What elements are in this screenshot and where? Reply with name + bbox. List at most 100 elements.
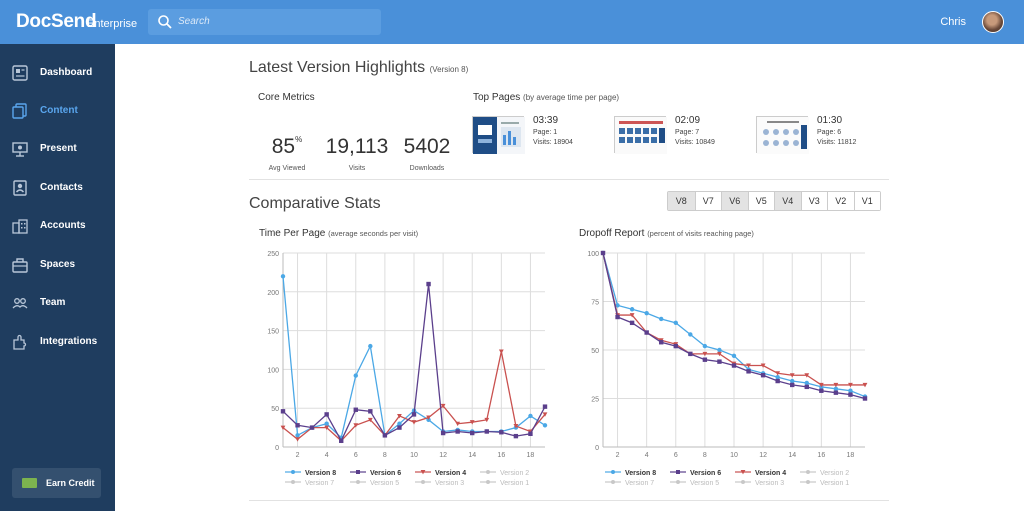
- x-tick-label: 10: [730, 452, 738, 459]
- legend-marker: [356, 480, 360, 484]
- legend-label: Version 5: [690, 480, 719, 487]
- legend-marker: [420, 470, 426, 475]
- x-tick-label: 4: [325, 452, 329, 459]
- page-thumbnail[interactable]: [756, 116, 809, 154]
- data-point: [367, 417, 373, 423]
- version-toggle-v3[interactable]: V3: [800, 192, 827, 210]
- data-point: [790, 382, 795, 388]
- metric-label: Avg Viewed: [268, 165, 306, 172]
- metric-value: 85: [271, 135, 296, 158]
- sidebar-item-present[interactable]: Present: [0, 134, 115, 164]
- logo[interactable]: DocSend: [16, 11, 97, 32]
- data-point: [833, 386, 839, 391]
- data-point: [848, 382, 853, 388]
- metric-avg-viewed: 85%: [262, 135, 312, 159]
- top-page-time: 03:39: [533, 115, 559, 126]
- data-point: [659, 340, 664, 345]
- chart-subtitle: (percent of visits reaching page): [647, 229, 754, 238]
- sidebar-item-label: Contacts: [40, 182, 83, 193]
- data-point: [615, 314, 620, 320]
- version-toggle-v8[interactable]: V8: [668, 192, 695, 210]
- top-page-number: Page: 1: [533, 129, 558, 136]
- data-point: [528, 413, 533, 419]
- avatar[interactable]: [982, 11, 1004, 33]
- data-point: [615, 303, 620, 308]
- version-toggle-v6[interactable]: V6: [721, 192, 748, 210]
- version-toggle-v4[interactable]: V4: [774, 192, 801, 210]
- top-page-info: Page: 7 Visits: 10849: [675, 128, 715, 148]
- sidebar-item-content[interactable]: Content: [0, 96, 115, 126]
- sidebar-item-accounts[interactable]: Accounts: [0, 211, 115, 241]
- earn-credit-button[interactable]: Earn Credit: [12, 468, 101, 498]
- data-point: [848, 392, 853, 397]
- dashboard-icon: [12, 65, 28, 81]
- data-point: [775, 378, 780, 384]
- data-point: [339, 438, 344, 443]
- sidebar-item-dashboard[interactable]: Dashboard: [0, 58, 115, 88]
- money-icon: [22, 478, 37, 488]
- data-point: [775, 374, 780, 380]
- version-toggle-v2[interactable]: V2: [827, 192, 854, 210]
- legend-marker: [676, 470, 680, 474]
- legend-label: Version 6: [370, 470, 401, 477]
- data-point: [353, 423, 359, 428]
- data-point: [542, 423, 548, 428]
- page-thumbnail-image: [757, 117, 809, 154]
- data-point: [688, 351, 693, 357]
- x-tick-label: 12: [439, 452, 447, 459]
- sidebar-item-label: Dashboard: [40, 67, 93, 78]
- highlights-heading: Latest Version Highlights (Version 8): [249, 59, 468, 77]
- legend-label: Version 5: [370, 480, 399, 487]
- logo-subtitle: Enterprise: [87, 18, 138, 30]
- data-point: [411, 420, 417, 425]
- data-point: [659, 316, 664, 322]
- data-point: [819, 388, 824, 393]
- chart-title: Time Per Page: [259, 228, 326, 239]
- data-point: [382, 433, 388, 438]
- version-toggle-v7[interactable]: V7: [694, 192, 721, 210]
- search-input[interactable]: Search: [148, 9, 381, 35]
- content-icon: [12, 103, 27, 119]
- legend-label: Version 7: [305, 480, 334, 487]
- metric-label: Downloads: [409, 165, 445, 172]
- data-point: [629, 307, 635, 312]
- sidebar-item-label: Present: [40, 143, 77, 154]
- y-tick-label: 75: [591, 300, 599, 307]
- legend-marker: [676, 480, 680, 484]
- version-toggle-v1[interactable]: V1: [853, 192, 880, 210]
- section-divider: [249, 179, 889, 180]
- data-point: [280, 274, 286, 279]
- sidebar-item-spaces[interactable]: Spaces: [0, 250, 115, 280]
- user-name[interactable]: Chris: [940, 16, 966, 28]
- bottom-divider: [249, 500, 889, 501]
- data-point: [746, 369, 751, 374]
- top-page-visits: Visits: 11812: [817, 139, 857, 146]
- top-bar: DocSend Enterprise Search Chris: [0, 0, 1024, 44]
- data-point: [760, 363, 766, 368]
- page-thumbnail[interactable]: [614, 116, 667, 154]
- top-page-visits: Visits: 18904: [533, 139, 573, 146]
- page-thumbnail[interactable]: [472, 116, 525, 154]
- data-point: [789, 373, 795, 378]
- version-toggle-v5[interactable]: V5: [747, 192, 774, 210]
- data-point: [731, 353, 737, 359]
- sidebar-item-integrations[interactable]: Integrations: [0, 327, 115, 357]
- legend-marker: [611, 480, 615, 484]
- sidebar-item-contacts[interactable]: Contacts: [0, 173, 115, 203]
- data-point: [513, 433, 519, 439]
- sidebar-item-team[interactable]: Team: [0, 288, 115, 318]
- top-pages-subtitle: (by average time per page): [523, 93, 620, 102]
- data-point: [353, 373, 358, 378]
- y-tick-label: 0: [275, 445, 279, 452]
- integrations-icon: [13, 334, 27, 350]
- time-per-page-heading: Time Per Page (average seconds per visit…: [259, 228, 418, 239]
- spaces-icon: [12, 258, 28, 273]
- data-point: [368, 343, 373, 349]
- legend-marker: [421, 480, 425, 484]
- metric-label: Visits: [348, 165, 366, 172]
- data-point: [760, 373, 766, 378]
- top-page-time: 01:30: [817, 115, 843, 126]
- metric-downloads: 5402: [403, 135, 451, 158]
